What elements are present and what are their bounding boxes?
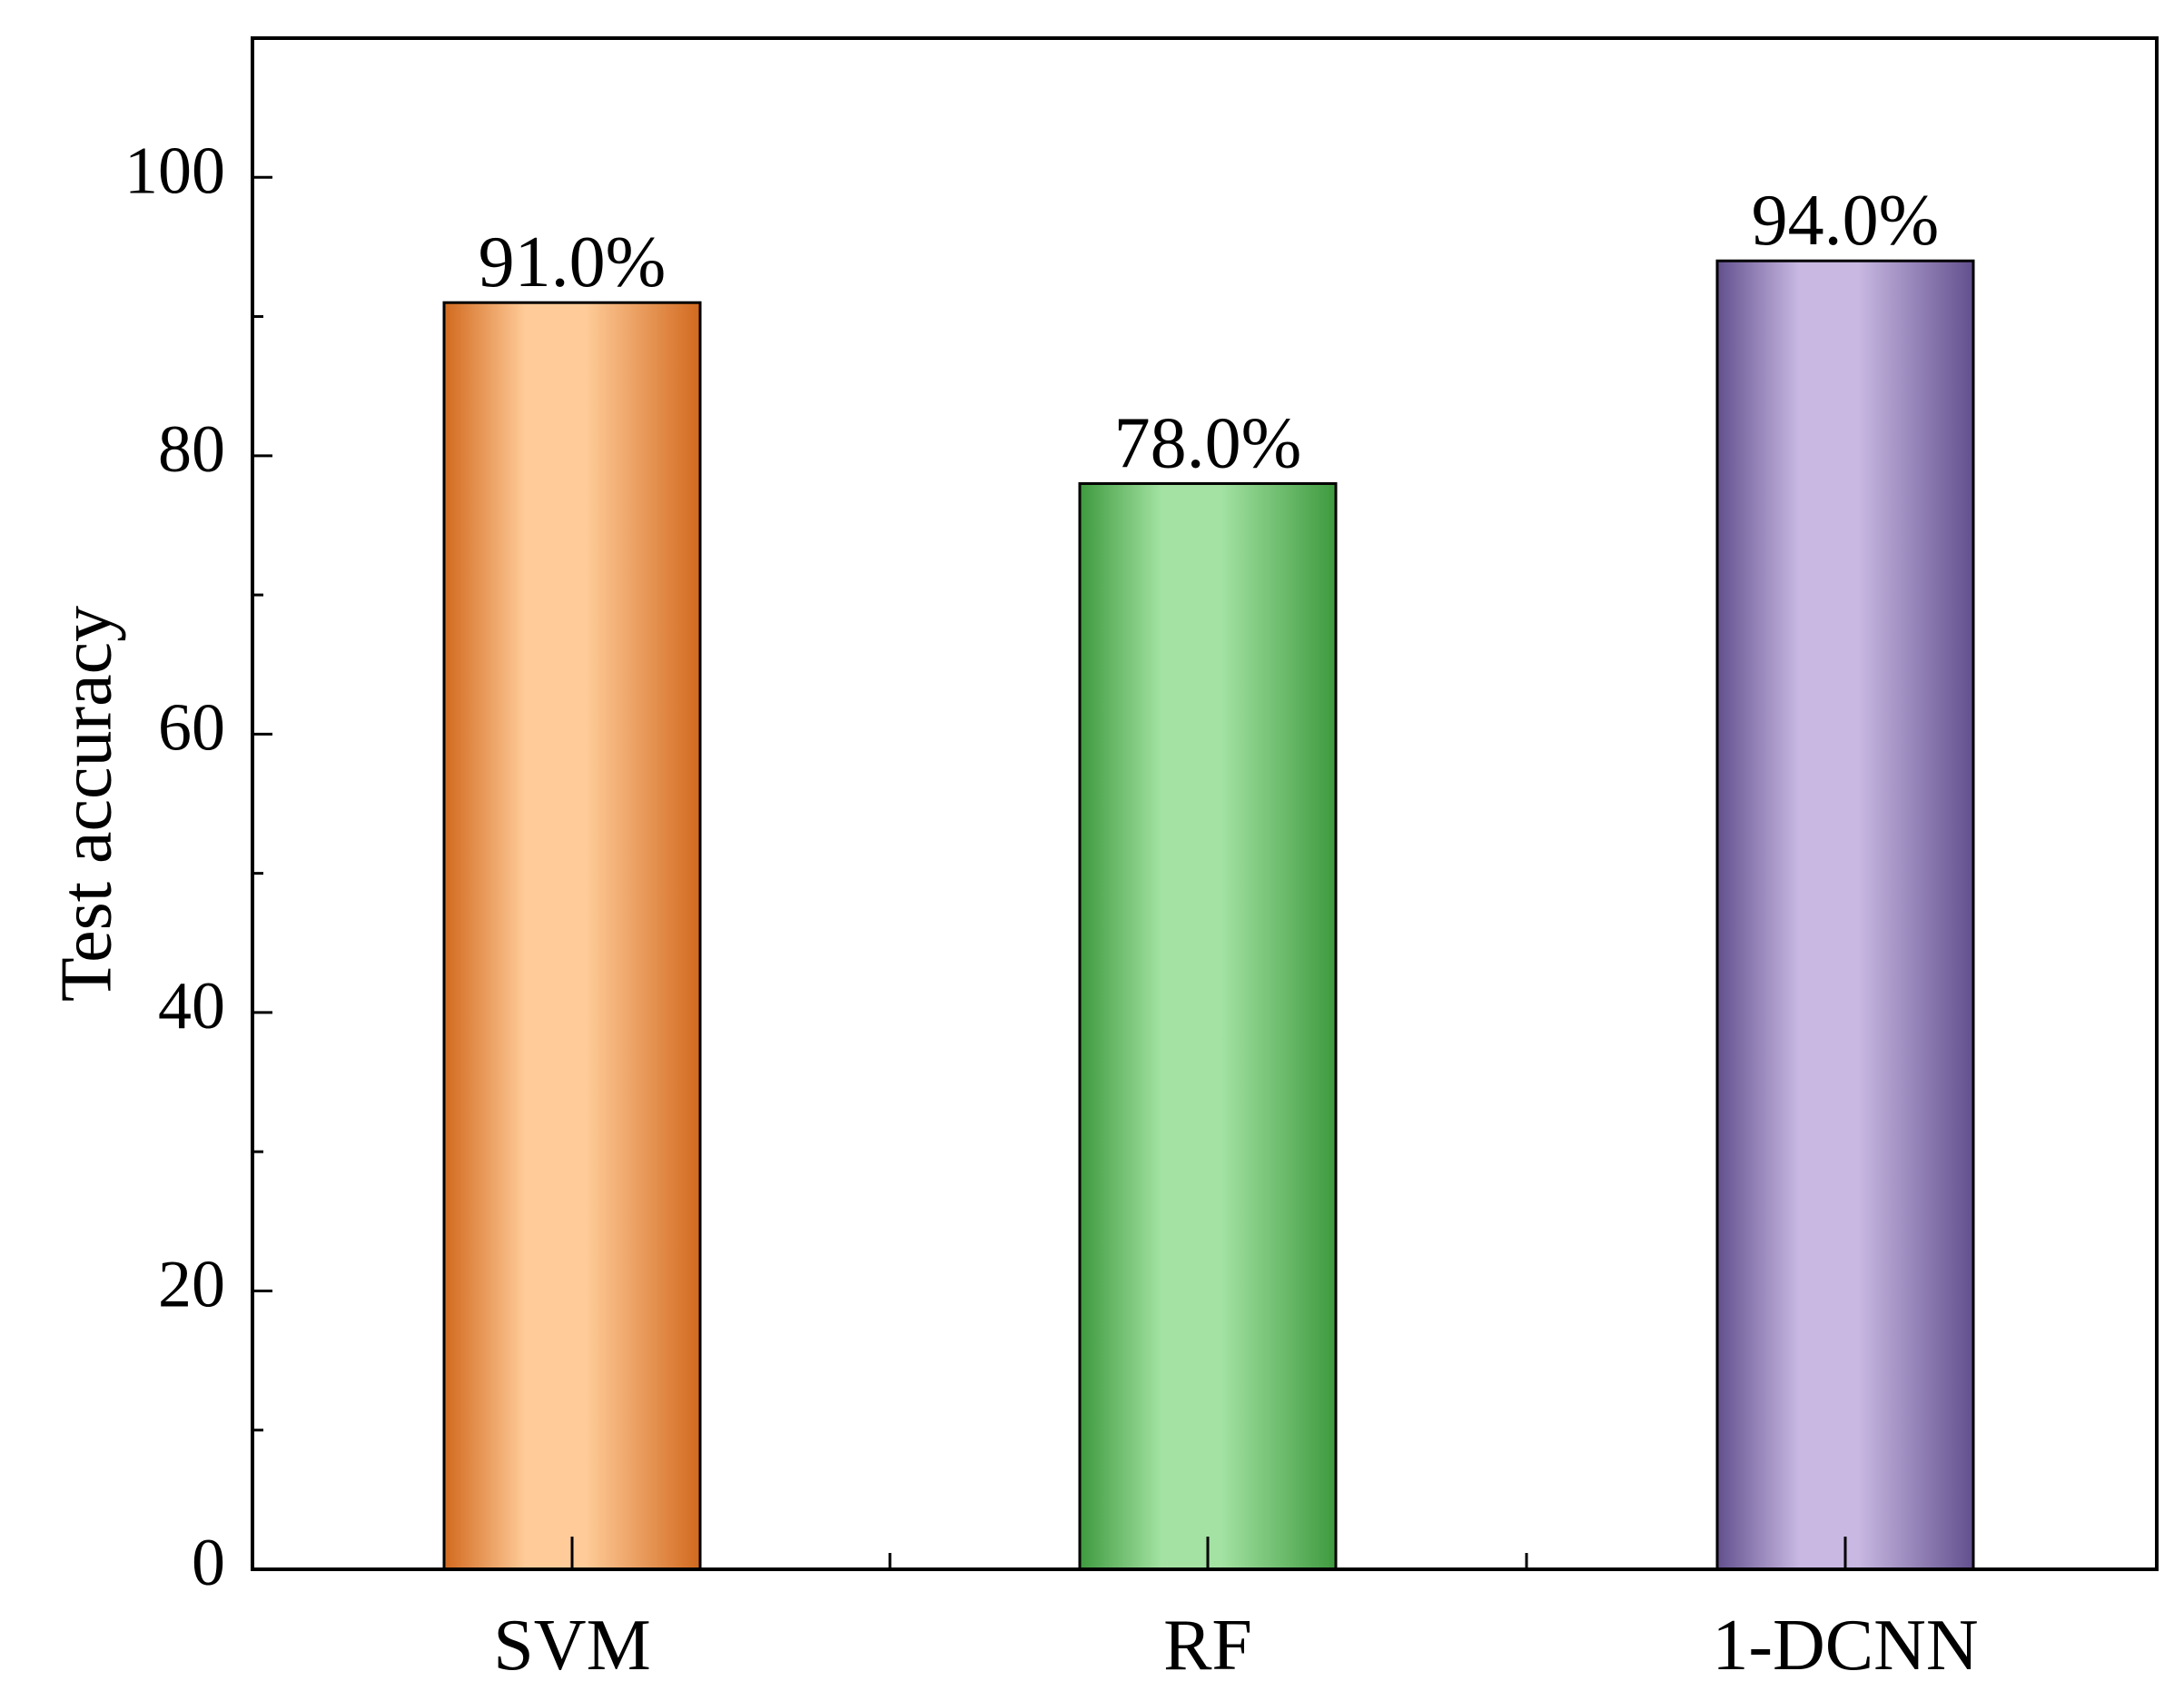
- y-tick-label: 40: [158, 969, 225, 1043]
- bar-svm: [442, 301, 702, 1571]
- y-tick-label: 0: [192, 1526, 225, 1600]
- bar-rf: [1078, 481, 1338, 1571]
- y-tick-label: 100: [124, 134, 225, 208]
- bar-1-dcnn: [1715, 259, 1975, 1571]
- x-category-label: SVM: [493, 1606, 650, 1686]
- bars: [442, 259, 1975, 1571]
- y-tick-label: 80: [158, 412, 225, 487]
- labels: 0 20 40 60 80 100 91.0% SVM 78.0% RF 94.0% 1-DCNN: [124, 134, 1979, 1686]
- y-tick-label: 20: [158, 1247, 225, 1321]
- y-tick-label: 60: [158, 690, 225, 765]
- x-category-label: RF: [1163, 1606, 1252, 1686]
- data-label: 91.0%: [479, 222, 667, 302]
- y-axis-title: Test accuracy: [46, 606, 126, 1002]
- plot-frame: [251, 36, 2159, 1571]
- data-label: 78.0%: [1114, 403, 1302, 483]
- x-category-label: 1-DCNN: [1712, 1606, 1978, 1686]
- data-label: 94.0%: [1752, 181, 1940, 261]
